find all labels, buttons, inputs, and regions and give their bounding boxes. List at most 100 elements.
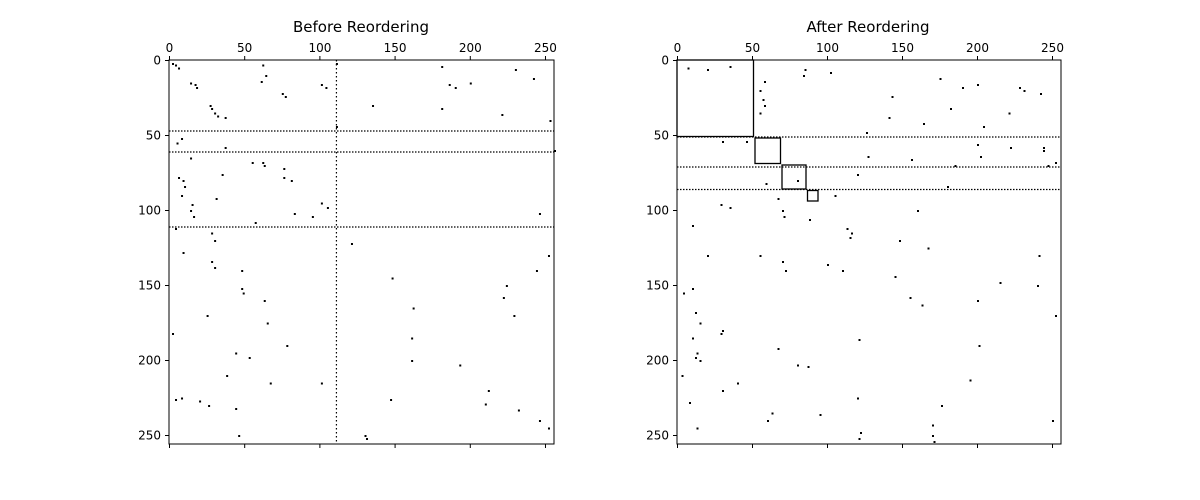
nonzero-entry	[941, 405, 943, 407]
nonzero-entry	[737, 382, 739, 385]
nonzero-entry	[191, 204, 194, 206]
nonzero-entry	[842, 270, 844, 272]
nonzero-entry	[214, 267, 217, 269]
nonzero-entry	[366, 438, 369, 440]
x-tick-label: 150	[384, 41, 407, 55]
nonzero-entry	[350, 243, 353, 245]
nonzero-entry	[962, 87, 964, 89]
nonzero-entry	[335, 126, 338, 128]
nonzero-entry	[797, 364, 799, 367]
y-tick-label: 50	[654, 129, 669, 143]
y-tick-label: 0	[153, 54, 161, 68]
nonzero-entry	[759, 90, 762, 92]
nonzero-entry	[921, 304, 924, 307]
nonzero-entry	[320, 84, 323, 86]
nonzero-entry	[1043, 147, 1045, 149]
nonzero-entry	[927, 247, 930, 250]
nonzero-pattern	[169, 60, 556, 444]
nonzero-entry	[1043, 150, 1045, 152]
nonzero-entry	[692, 288, 694, 290]
y-tick-label: 250	[646, 429, 669, 443]
nonzero-entry	[505, 285, 508, 287]
nonzero-entry	[535, 270, 538, 272]
nonzero-entry	[286, 345, 289, 347]
nonzero-entry	[767, 420, 769, 422]
nonzero-entry	[538, 213, 541, 215]
diagonal-block	[806, 189, 819, 202]
nonzero-entry	[514, 69, 517, 71]
nonzero-entry	[181, 138, 184, 140]
y-tick-label: 250	[138, 429, 161, 443]
nonzero-entry	[459, 364, 462, 367]
nonzero-entry	[846, 228, 849, 230]
nonzero-entry	[977, 300, 979, 302]
diagonal-block	[676, 59, 755, 138]
nonzero-entry	[699, 322, 702, 325]
nonzero-entry	[894, 276, 897, 278]
nonzero-entry	[1010, 147, 1012, 149]
nonzero-entry	[265, 75, 268, 77]
y-tick-label: 200	[646, 354, 669, 368]
nonzero-entry	[851, 232, 853, 235]
nonzero-entry	[390, 399, 393, 401]
nonzero-entry	[391, 277, 394, 280]
nonzero-entry	[860, 432, 862, 434]
nonzero-entry	[954, 165, 957, 167]
nonzero-entry	[729, 207, 732, 209]
nonzero-entry	[502, 297, 505, 299]
y-tick-label: 50	[146, 129, 161, 143]
nonzero-entry	[284, 96, 287, 98]
nonzero-entry	[517, 409, 520, 412]
nonzero-entry	[797, 180, 799, 182]
nonzero-entry	[215, 198, 218, 200]
nonzero-entry	[866, 132, 868, 134]
nonzero-entry	[777, 198, 780, 200]
nonzero-entry	[441, 108, 444, 110]
before-reordering-panel: Before Reordering 0 50 100 150 200 250 0 50 100 1…	[138, 18, 557, 448]
nonzero-entry	[283, 168, 286, 170]
nonzero-entry	[783, 216, 786, 218]
plot-frame	[168, 59, 555, 445]
nonzero-entry	[238, 435, 241, 437]
nonzero-entry	[549, 120, 552, 122]
nonzero-entry	[858, 438, 861, 440]
nonzero-entry	[178, 177, 181, 179]
nonzero-entry	[857, 397, 859, 400]
nonzero-entry	[411, 337, 414, 340]
nonzero-entry	[819, 414, 822, 416]
x-tick-label: 50	[745, 41, 760, 55]
nonzero-entry	[182, 180, 185, 182]
nonzero-entry	[722, 141, 724, 143]
nonzero-entry	[209, 105, 212, 107]
nonzero-entry	[689, 402, 691, 404]
plot-frame	[676, 59, 1062, 445]
nonzero-entry	[1023, 90, 1026, 92]
nonzero-entry	[858, 339, 861, 341]
nonzero-entry	[999, 282, 1002, 284]
nonzero-entry	[1038, 255, 1041, 257]
nonzero-entry	[263, 165, 266, 167]
nonzero-entry	[547, 427, 550, 430]
x-tick-label: 100	[816, 41, 839, 55]
nonzero-entry	[696, 427, 699, 430]
y-tick-label: 150	[646, 279, 669, 293]
nonzero-entry	[707, 69, 709, 71]
nonzero-entry	[917, 210, 919, 212]
nonzero-entry	[803, 75, 805, 77]
x-tick-label: 250	[534, 41, 557, 55]
nonzero-entry	[1055, 315, 1057, 317]
nonzero-entry	[969, 379, 972, 382]
nonzero-entry	[980, 156, 982, 158]
nonzero-entry	[190, 82, 193, 85]
x-tick-label: 200	[966, 41, 989, 55]
nonzero-entry	[538, 420, 541, 422]
nonzero-entry	[729, 66, 732, 68]
nonzero-entry	[501, 114, 504, 116]
nonzero-entry	[269, 382, 272, 385]
nonzero-entry	[983, 126, 985, 128]
nonzero-entry	[849, 237, 852, 239]
nonzero-entry	[977, 84, 979, 86]
nonzero-entry	[214, 112, 217, 115]
nonzero-entry	[454, 87, 457, 89]
